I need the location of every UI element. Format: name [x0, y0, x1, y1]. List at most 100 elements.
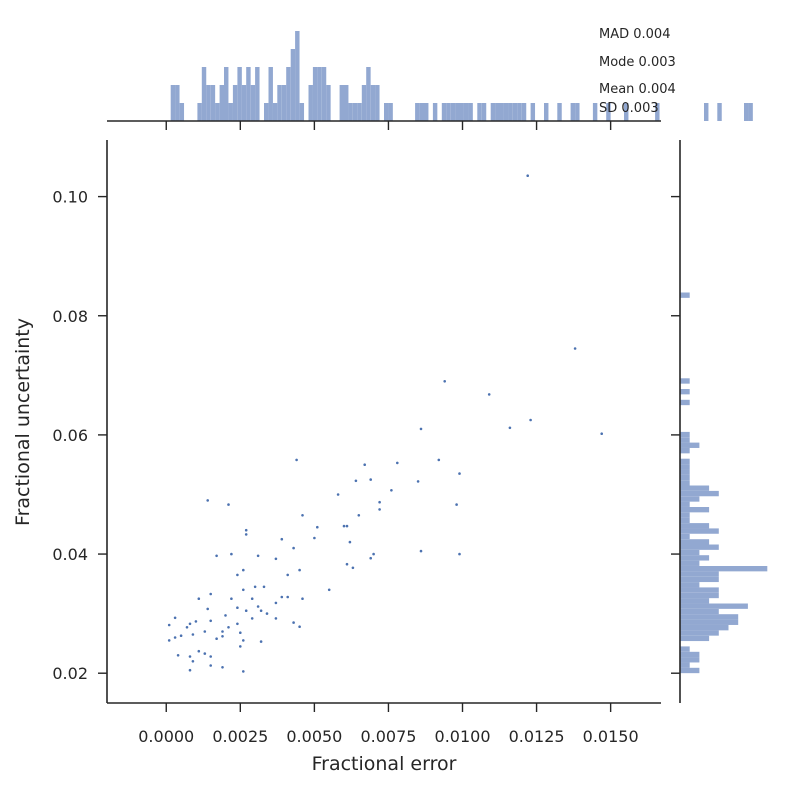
- y-histogram-bar: [680, 399, 690, 406]
- y-histogram-bar: [680, 437, 690, 443]
- x-histogram-bar: [206, 85, 211, 121]
- x-histogram-bar: [366, 67, 371, 121]
- scatter-points: [167, 174, 603, 673]
- x-histogram-bar: [339, 85, 345, 121]
- x-histogram-bar: [344, 85, 349, 121]
- x-histogram-bar: [655, 103, 660, 121]
- scatter-point: [458, 552, 461, 556]
- scatter-point: [253, 585, 257, 589]
- x-histogram-bar: [246, 67, 251, 121]
- scatter-point: [239, 645, 242, 648]
- scatter-point: [348, 540, 352, 544]
- x-tick-label: 0.0150: [583, 727, 639, 746]
- scatter-point: [215, 637, 218, 640]
- x-histogram-bar: [575, 103, 580, 121]
- scatter-point: [197, 597, 201, 600]
- y-histogram-bar: [680, 442, 700, 448]
- y-histogram-bar: [680, 458, 690, 465]
- x-histogram-bar: [530, 103, 536, 121]
- y-histogram-bar: [680, 469, 690, 475]
- x-histogram-bar: [592, 103, 598, 121]
- y-axis-title: Fractional uncertainty: [12, 318, 34, 526]
- x-tick-label: 0.0100: [435, 727, 491, 746]
- x-histogram-bar: [415, 103, 420, 121]
- scatter-point: [369, 556, 373, 560]
- scatter-point: [280, 595, 284, 599]
- scatter-point: [167, 639, 171, 642]
- scatter-point: [259, 640, 263, 643]
- scatter-point: [301, 597, 304, 600]
- x-histogram-bar: [432, 103, 438, 121]
- scatter-point: [265, 612, 269, 615]
- y-histogram-bar: [680, 587, 719, 593]
- scatter-point: [526, 174, 529, 177]
- x-histogram-bar: [241, 85, 247, 121]
- scatter-point: [316, 525, 319, 529]
- scatter-point: [286, 595, 290, 599]
- x-histogram-bar: [477, 103, 482, 121]
- y-histogram-bar: [680, 630, 719, 636]
- scatter-point: [390, 489, 393, 492]
- scatter-point: [221, 635, 224, 638]
- x-histogram-bar: [464, 103, 469, 121]
- scatter-point: [292, 546, 295, 550]
- x-histogram-bar: [237, 67, 242, 121]
- x-histogram-bar: [521, 103, 527, 121]
- scatter-point: [354, 479, 358, 483]
- scatter-point: [298, 568, 301, 572]
- y-histogram-bar: [680, 474, 690, 481]
- scatter-point: [188, 622, 192, 626]
- x-histogram-bar: [272, 103, 278, 121]
- scatter-point: [259, 609, 263, 612]
- scatter-point: [236, 622, 239, 626]
- scatter-point: [419, 549, 423, 553]
- scatter-point: [292, 621, 295, 624]
- scatter-point: [487, 393, 491, 396]
- x-histogram-bar: [308, 85, 313, 121]
- y-histogram-bar: [680, 549, 700, 556]
- scatter-point: [600, 432, 603, 436]
- y-histogram-bar: [680, 635, 710, 642]
- scatter-point: [345, 562, 349, 566]
- x-marginal-histogram: [170, 31, 753, 121]
- x-histogram-bar: [232, 85, 238, 121]
- scatter-point: [295, 458, 298, 462]
- y-histogram-bar: [680, 651, 700, 658]
- x-histogram-bar: [704, 103, 709, 121]
- y-histogram-bar: [680, 667, 700, 674]
- x-histogram-bar: [388, 103, 393, 121]
- y-tick-label: 0.02: [52, 664, 88, 683]
- y-histogram-bar: [680, 292, 690, 298]
- x-histogram-bar: [326, 85, 331, 121]
- y-histogram-bar: [680, 598, 710, 604]
- scatter-point: [280, 537, 284, 541]
- y-histogram-bar: [680, 619, 739, 625]
- scatter-point: [455, 503, 458, 506]
- x-histogram-bar: [224, 67, 229, 121]
- x-histogram-bar: [370, 85, 376, 121]
- y-histogram-bar: [680, 625, 729, 631]
- scatter-point: [197, 649, 201, 653]
- x-histogram-bar: [606, 103, 611, 121]
- x-histogram-bar: [495, 103, 500, 121]
- y-tick-label: 0.04: [52, 545, 88, 564]
- x-histogram-bar: [748, 103, 753, 121]
- x-histogram-bar: [277, 85, 282, 121]
- y-histogram-bar: [680, 528, 719, 534]
- scatter-point: [191, 633, 195, 636]
- scatter-point: [298, 625, 301, 628]
- x-histogram-bar: [286, 67, 291, 121]
- scatter-point: [176, 654, 180, 657]
- x-histogram-bar: [424, 103, 429, 121]
- y-histogram-bar: [680, 464, 690, 470]
- scatter-point: [230, 552, 233, 556]
- scatter-point: [274, 617, 278, 620]
- scatter-point: [508, 426, 512, 430]
- scatter-point: [244, 533, 248, 536]
- x-histogram-bar: [441, 103, 447, 121]
- x-histogram-bar: [468, 103, 473, 121]
- y-histogram-bar: [680, 608, 719, 615]
- scatter-point: [209, 619, 212, 623]
- x-histogram-bar: [361, 85, 367, 121]
